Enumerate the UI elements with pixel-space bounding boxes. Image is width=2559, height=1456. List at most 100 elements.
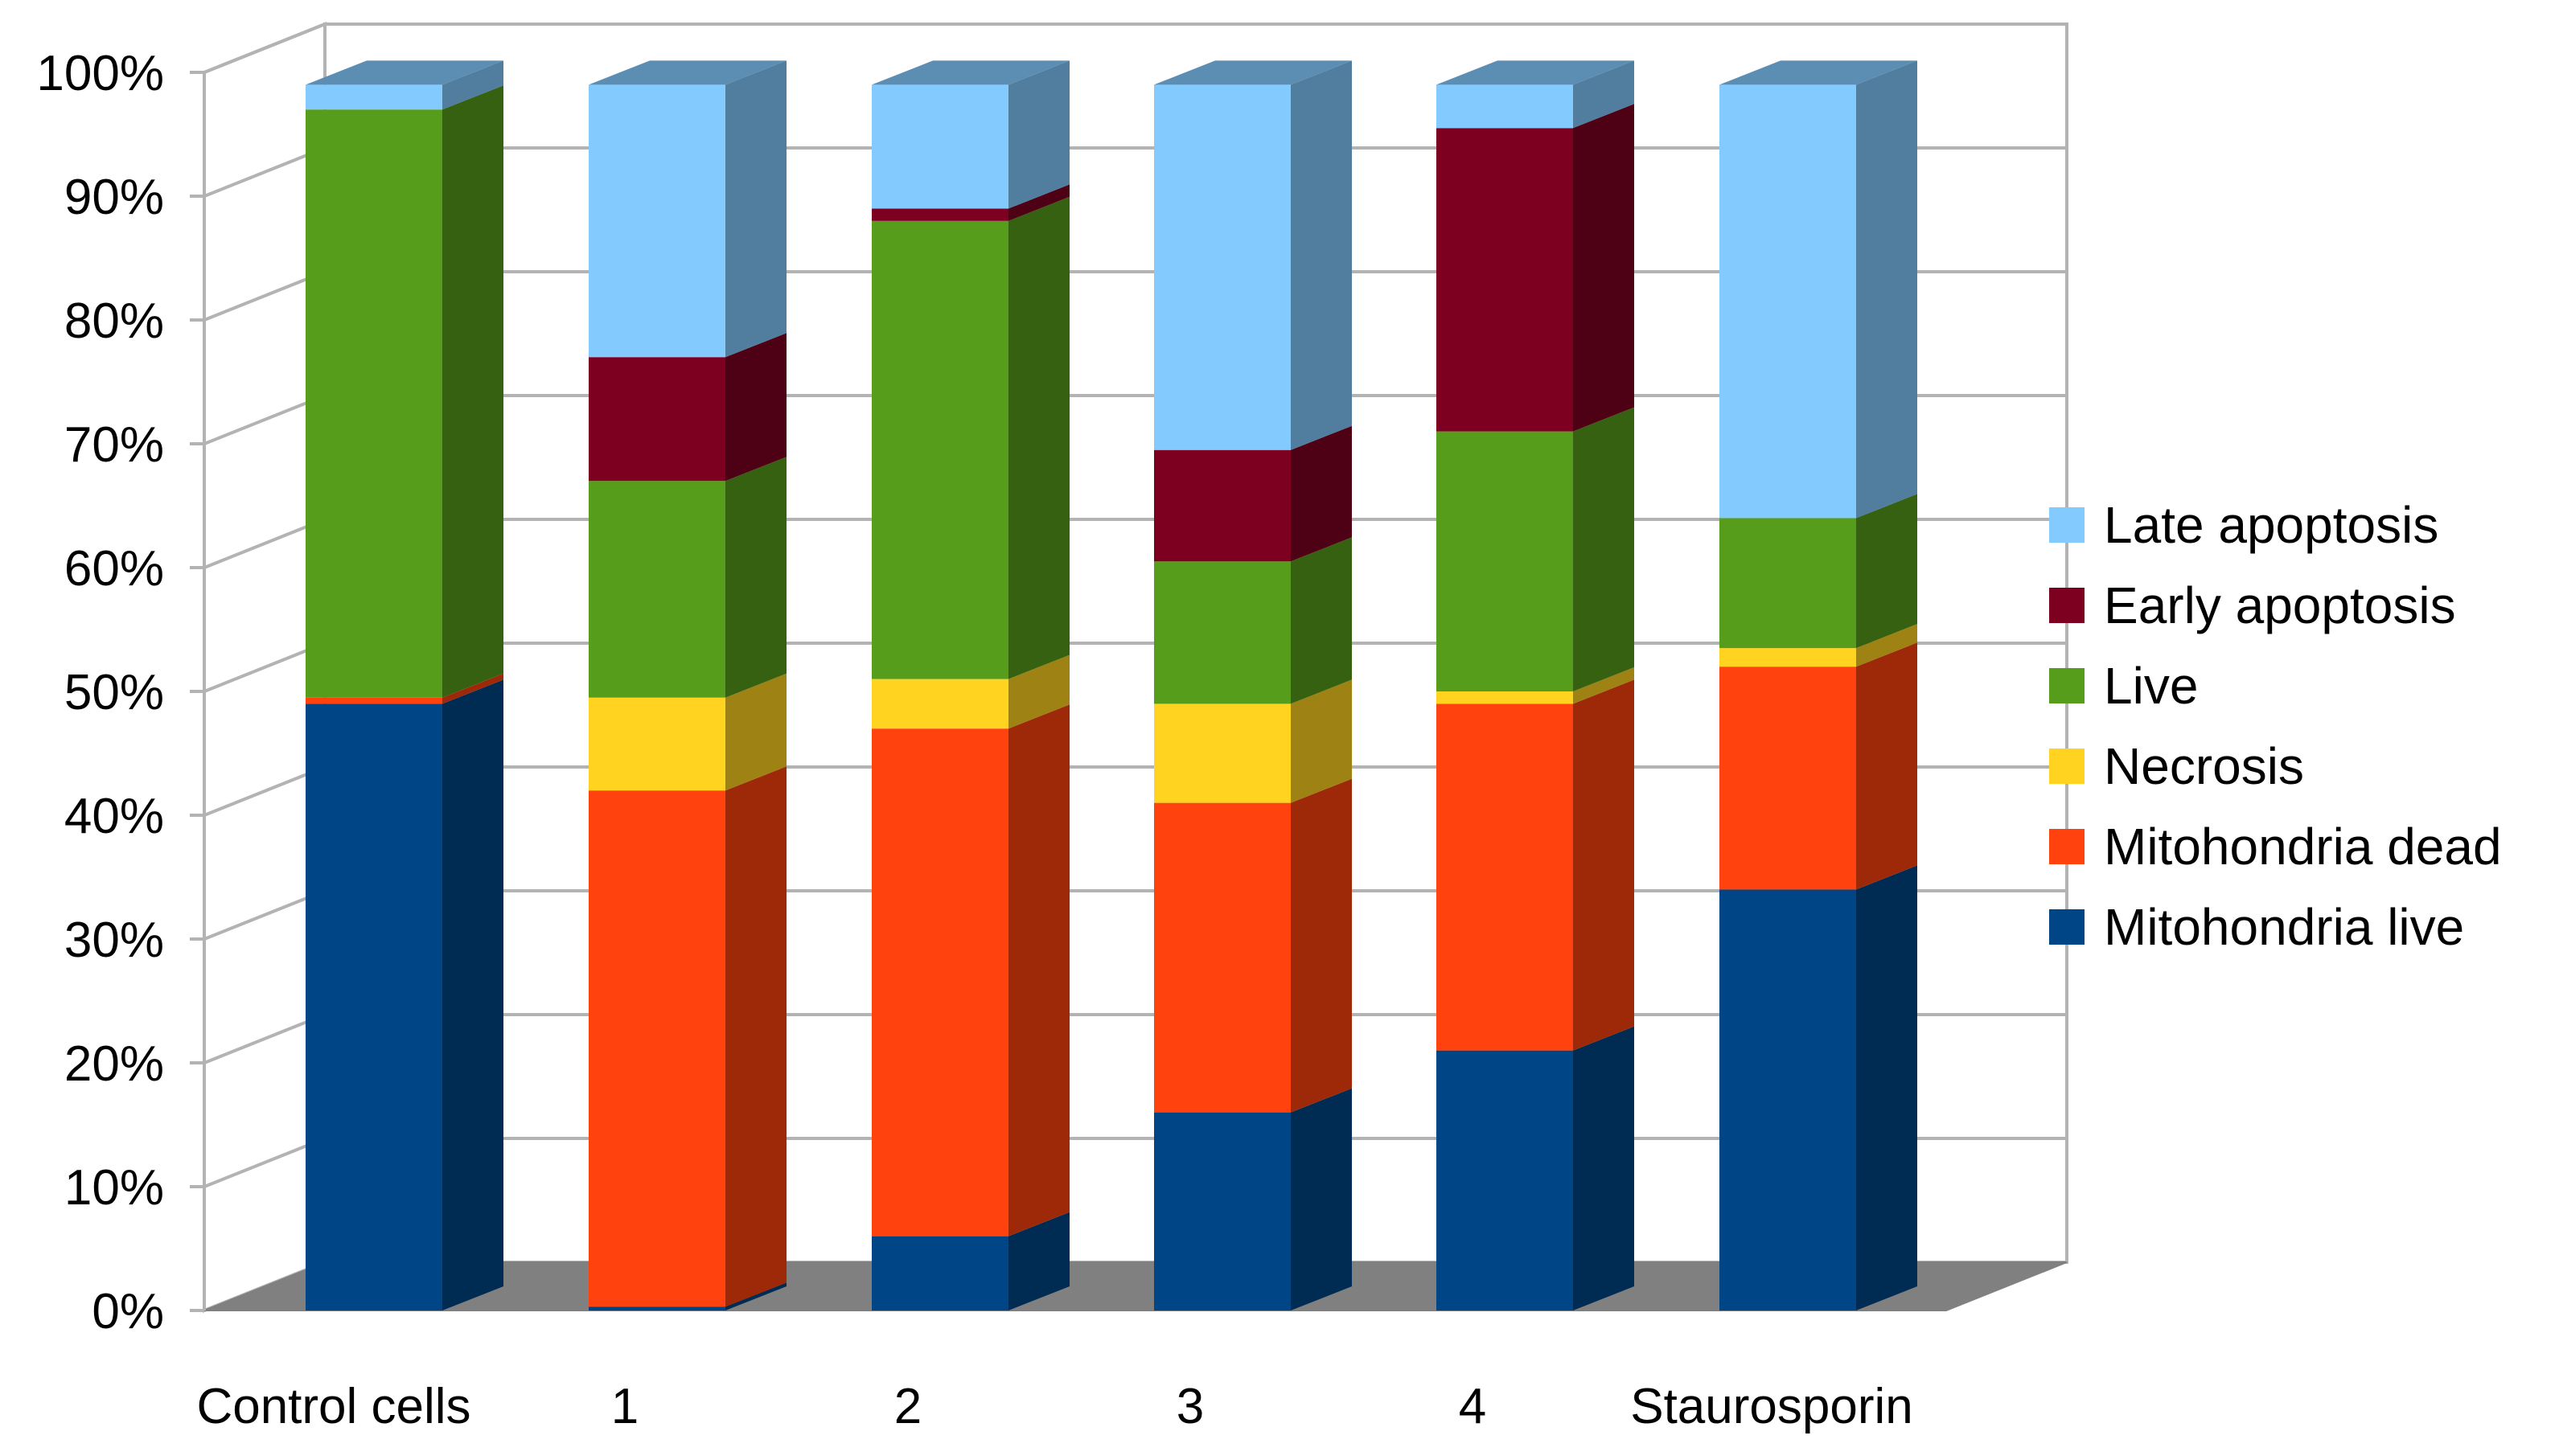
bar-segment	[589, 60, 787, 358]
bar-segment	[589, 673, 787, 791]
legend-swatch	[2049, 507, 2085, 543]
bar-segment	[1719, 494, 1917, 649]
x-axis-labels: Control cells 1 2 3 4 Staurosporin	[196, 1379, 1912, 1434]
bar-front	[306, 84, 442, 110]
x-category-label: 2	[894, 1379, 922, 1434]
y-tick-label: 40%	[64, 789, 164, 844]
bar-front	[1719, 518, 1856, 649]
bar-front	[589, 481, 725, 698]
legend-item: Live	[2049, 657, 2198, 715]
bar-top	[1436, 60, 1634, 85]
y-tick-label: 50%	[64, 665, 164, 720]
bar-front	[1719, 84, 1856, 519]
bar-front	[1719, 666, 1856, 890]
bar-segment	[589, 766, 787, 1307]
bar-side	[725, 1282, 787, 1310]
bar-segment	[1719, 642, 1917, 890]
bar-side	[1573, 1026, 1634, 1310]
bar-side	[1856, 60, 1917, 519]
bar-top	[1719, 60, 1917, 85]
bar-side	[725, 673, 787, 791]
bar-front	[589, 697, 725, 791]
bars	[306, 60, 1917, 1310]
bar-front	[872, 728, 1008, 1237]
bar-segment	[1436, 104, 1634, 432]
legend-label: Early apoptosis	[2104, 576, 2456, 634]
y-tick-label: 90%	[64, 170, 164, 225]
bar-side	[725, 766, 787, 1307]
bar-segment	[1719, 60, 1917, 519]
bar-front	[1154, 561, 1291, 704]
bar-front	[872, 220, 1008, 679]
bar-side	[725, 60, 787, 358]
bar-front	[1436, 703, 1573, 1051]
bar-side	[1008, 184, 1070, 221]
legend-item: Late apoptosis	[2049, 496, 2438, 554]
bar-side	[1008, 196, 1070, 679]
bar-front	[306, 703, 442, 1310]
bar-side	[1573, 60, 1634, 129]
y-axis-ticks: 0% 10% 20% 30% 40% 50% 60% 70% 80% 90% 100%	[36, 46, 206, 1339]
x-category-label: 3	[1177, 1379, 1204, 1434]
legend-item: Necrosis	[2049, 737, 2304, 795]
bar-front	[1154, 703, 1291, 803]
bar-front	[589, 357, 725, 482]
bar-side	[1573, 104, 1634, 432]
bar-front	[1436, 84, 1573, 129]
legend-swatch	[2049, 829, 2085, 864]
bar-segment	[306, 673, 503, 704]
bar-segment	[872, 1212, 1070, 1310]
bar-segment	[306, 679, 503, 1310]
bar-side	[1291, 60, 1352, 450]
bar-side	[1291, 679, 1352, 803]
y-tick-label: 70%	[64, 417, 164, 473]
bar-segment	[872, 704, 1070, 1237]
y-tick-label: 10%	[64, 1160, 164, 1216]
bar-side	[1291, 778, 1352, 1113]
bar-segment	[1154, 679, 1352, 803]
bar-side	[1573, 679, 1634, 1051]
bar-front	[1154, 449, 1291, 562]
bar-front	[306, 109, 442, 698]
gridline	[203, 23, 2067, 74]
y-tick-label: 30%	[64, 913, 164, 968]
legend-swatch	[2049, 588, 2085, 623]
y-tick-label: 100%	[36, 46, 164, 101]
bar-segment	[1154, 537, 1352, 704]
bar-side	[1856, 642, 1917, 890]
bar-front	[306, 697, 442, 704]
bar-side	[442, 673, 503, 704]
legend-swatch	[2049, 668, 2085, 703]
bar-top	[589, 60, 787, 85]
x-category-label: Control cells	[196, 1379, 470, 1434]
bar-segment	[589, 1282, 787, 1310]
legend-label: Live	[2104, 657, 2198, 715]
bar-front	[589, 790, 725, 1307]
bar-segment	[1154, 60, 1352, 450]
bar-segment	[1436, 679, 1634, 1051]
bar-side	[725, 457, 787, 698]
bar-segment	[589, 457, 787, 698]
bar-segment	[1436, 667, 1634, 704]
bar-segment	[872, 60, 1070, 209]
x-category-label: Staurosporin	[1630, 1379, 1913, 1434]
bar-segment	[872, 196, 1070, 679]
bar-segment	[1719, 624, 1917, 667]
legend: Late apoptosis Early apoptosis Live Necrosi…	[2049, 496, 2502, 956]
bar-front	[589, 1306, 725, 1310]
bar-front	[1436, 128, 1573, 432]
bar-front	[872, 679, 1008, 729]
bar-top	[1154, 60, 1352, 85]
bar-top	[872, 60, 1070, 85]
bar-front	[1436, 1050, 1573, 1310]
bar-segment	[306, 60, 503, 110]
bar-side	[1856, 494, 1917, 649]
bar-segment	[1436, 1026, 1634, 1310]
bar-front	[1719, 889, 1856, 1310]
bar-side	[1008, 1212, 1070, 1310]
legend-label: Mitohondria dead	[2104, 818, 2502, 876]
legend-label: Necrosis	[2104, 737, 2304, 795]
bar-segment	[1154, 1088, 1352, 1310]
x-category-label: 1	[611, 1379, 639, 1434]
bar-segment	[1154, 778, 1352, 1113]
